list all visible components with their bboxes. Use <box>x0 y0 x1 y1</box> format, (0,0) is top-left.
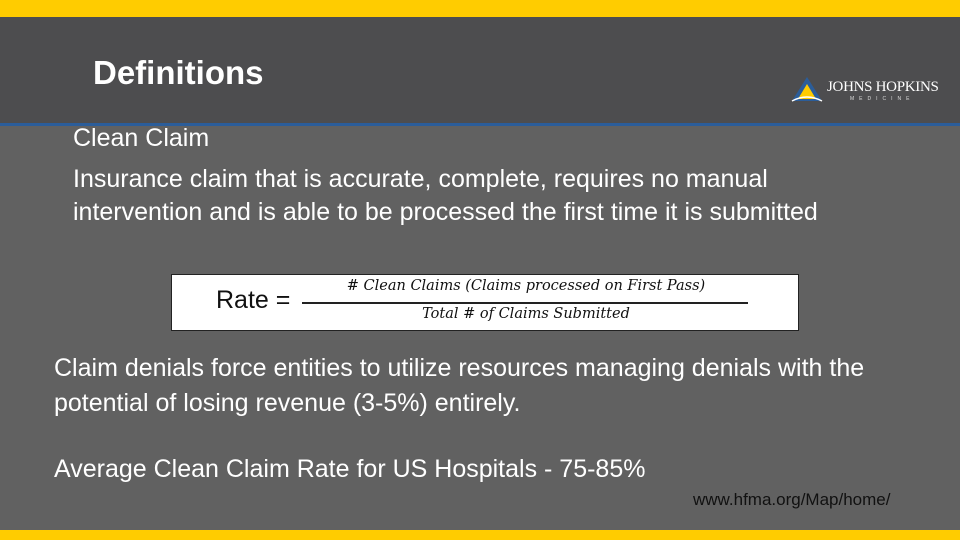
source-link[interactable]: www.hfma.org/Map/home/ <box>693 490 891 509</box>
logo-subtitle: MEDICINE <box>850 96 915 102</box>
term-heading: Clean Claim <box>73 124 210 152</box>
johns-hopkins-logo: JOHNS HOPKINS MEDICINE <box>790 75 940 105</box>
header-divider <box>0 123 960 126</box>
denials-paragraph: Claim denials force entities to utilize … <box>54 354 865 417</box>
average-rate-paragraph: Average Clean Claim Rate for US Hospital… <box>54 455 646 483</box>
formula-lhs: Rate = <box>216 286 291 314</box>
term-definition: Insurance claim that is accurate, comple… <box>73 165 818 226</box>
logo-name: JOHNS HOPKINS <box>827 79 939 95</box>
rate-formula: Rate = # Clean Claims (Claims processed … <box>171 274 799 331</box>
formula-denominator: Total # of Claims Submitted <box>422 306 630 322</box>
bottom-accent-bar <box>0 530 960 540</box>
fraction-bar <box>302 302 748 304</box>
formula-numerator: # Clean Claims (Claims processed on Firs… <box>346 278 706 294</box>
slide-title: Definitions <box>93 54 264 91</box>
top-accent-bar <box>0 0 960 17</box>
slide-header: Definitions JOHNS HOPKINS MEDICINE <box>0 17 960 123</box>
shield-icon <box>791 77 823 102</box>
